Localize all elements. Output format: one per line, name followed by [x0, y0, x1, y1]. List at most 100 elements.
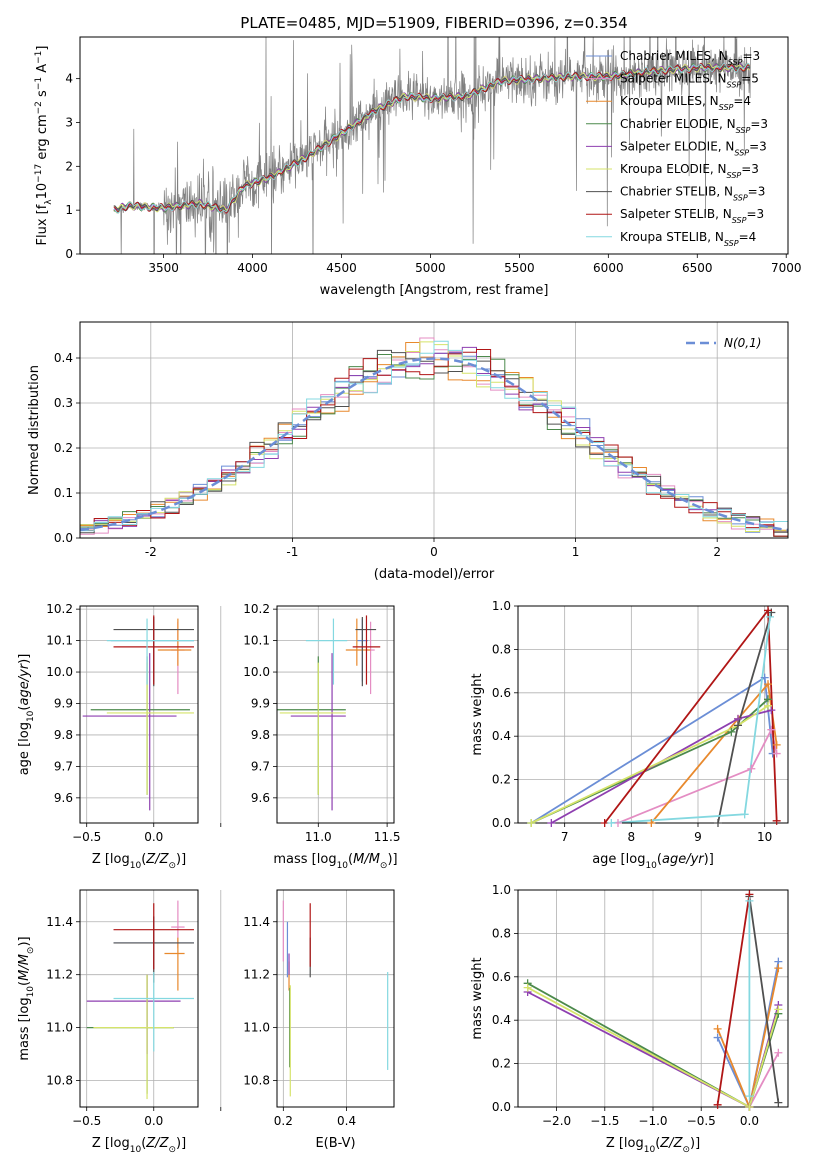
y-tick-label: 0.6: [492, 686, 511, 700]
weight-marker-4: [767, 706, 776, 715]
plot-area-age_vs_mass: [277, 615, 381, 811]
x-tick-label: −1.5: [590, 1114, 619, 1128]
panel-residuals: -2 -1 0 1 2 0.0 0.1 0.2 0.3 0.4 (data-model)/error…: [27, 321, 789, 582]
y-tick-label: 0.6: [492, 970, 511, 984]
x-tick-label: 3500: [148, 261, 179, 275]
y-tick-label: 0.4: [54, 351, 73, 365]
y-axis-label: mass weight: [470, 673, 485, 755]
plot-area-age_vs_Z: [82, 615, 194, 811]
y-tick-label: 10.2: [243, 602, 270, 616]
legend-entry-7: Salpeter STELIB, NSSP=3: [620, 207, 764, 225]
legend-entry-6: Chabrier STELIB, NSSP=3: [620, 185, 765, 203]
x-tick-label: 7000: [771, 261, 802, 275]
x-tick-label: 11.5: [374, 830, 401, 844]
weight-marker-8: [745, 1092, 754, 1101]
y-axis-label: mass weight: [470, 957, 485, 1039]
weight-marker-1: [774, 1048, 783, 1057]
x-tick-label: 0.0: [144, 1114, 163, 1128]
x-tick-label: 0.4: [337, 1114, 356, 1128]
y-tick-label: 0: [65, 247, 73, 261]
y-tick-label: 0.0: [54, 531, 73, 545]
x-tick-label: 1: [572, 545, 580, 559]
y-tick-label: 11.4: [243, 915, 270, 929]
x-axis-label: mass [log10(M/M⊙)]: [273, 852, 397, 871]
y-tick-label: 0.2: [492, 1057, 511, 1071]
y-tick-label: 11.4: [46, 915, 73, 929]
y-tick-label: 11.2: [46, 968, 73, 982]
gaussian-legend-label: N(0,1): [724, 336, 761, 350]
y-tick-label: 4: [65, 72, 73, 86]
x-tick-label: -2: [145, 545, 157, 559]
axes-frame: [276, 605, 395, 824]
x-tick-label: 11.0: [305, 830, 332, 844]
y-tick-label: 11.0: [243, 1021, 270, 1035]
x-tick-label: 10: [757, 830, 772, 844]
x-axis-label: Z [log10(Z/Z⊙)]: [606, 1136, 700, 1155]
y-tick-label: 9.8: [54, 728, 73, 742]
weight-marker-2: [647, 819, 656, 827]
weight-marker-4: [547, 819, 556, 827]
weight-marker-2: [772, 740, 781, 749]
plot-area-mass_vs_Z: [86, 900, 194, 1100]
panel-weight_vs_age: 7 8 9 10 0.0 0.2 0.4 0.6 0.8 1.0 age [log10(age/yr…: [470, 599, 789, 871]
y-tick-label: 0.8: [492, 926, 511, 940]
weight-marker-6: [734, 721, 742, 730]
spectrum-legend: Chabrier MILES, NSSP=3 Salpeter MILES, NS…: [586, 49, 768, 247]
weight-line-3: [530, 698, 769, 823]
y-tick-label: 10.8: [243, 1074, 270, 1088]
x-axis-label: E(B-V): [315, 1136, 355, 1151]
y-tick-label: 3: [65, 115, 73, 129]
x-axis-label: Z [log10(Z/Z⊙)]: [92, 1136, 186, 1155]
weight-marker-3: [727, 727, 736, 736]
weight-line-7: [716, 894, 751, 1105]
x-axis-label: Z [log10(Z/Z⊙)]: [92, 852, 186, 871]
weight-line-2: [716, 967, 780, 1107]
y-tick-label: 0.2: [54, 441, 73, 455]
y-axis-label: mass [log10(M/M⊙)]: [17, 936, 36, 1060]
model-spectrum-8: [113, 62, 751, 214]
x-tick-label: 0.0: [144, 830, 163, 844]
legend-entry-1: Salpeter MILES, NSSP=5: [620, 72, 759, 90]
legend-entry-4: Salpeter ELODIE, NSSP=3: [620, 139, 767, 157]
legend-entry-3: Chabrier ELODIE, NSSP=3: [620, 117, 768, 135]
y-tick-label: 0.4: [492, 729, 511, 743]
plot-area-weight_vs_age: [530, 607, 778, 823]
x-tick-label: −2.0: [542, 1114, 571, 1128]
y-tick-label: 9.9: [251, 696, 270, 710]
weight-marker-2: [764, 680, 772, 689]
y-tick-label: 9.9: [54, 696, 73, 710]
weight-line-0: [530, 676, 774, 823]
y-tick-label: 0.4: [492, 1013, 511, 1027]
y-tick-label: 9.7: [251, 759, 270, 773]
y-tick-label: 10.0: [243, 665, 270, 679]
plot-area-residuals: [80, 337, 788, 537]
x-tick-label: −0.5: [72, 1114, 101, 1128]
residual-histogram-8: [80, 340, 788, 532]
x-tick-label: -1: [286, 545, 298, 559]
axes-frame: [276, 889, 395, 1108]
weight-marker-6: [774, 1098, 783, 1107]
x-tick-label: 6000: [593, 261, 624, 275]
y-tick-label: 10.2: [46, 602, 73, 616]
panel-mass_vs_ebv: 0.2 0.4 10.8 11.0 11.2 11.4 E(B-V): [243, 889, 395, 1151]
y-tick-label: 11.0: [46, 1021, 73, 1035]
y-tick-label: 0.8: [492, 642, 511, 656]
panel-spectrum: 3500 4000 4500 5000 5500 6000 6500 7000 0 1 2 3 4 wav…: [34, 36, 802, 298]
residual-histogram-7: [80, 349, 788, 537]
x-tick-label: 5000: [415, 261, 446, 275]
y-tick-label: 9.7: [54, 759, 73, 773]
panel-age_vs_Z: −0.5 0.0 9.6 9.7 9.8 9.9 10.0 10.1 10.2 Z [log10(…: [17, 602, 222, 871]
x-tick-label: 2: [713, 545, 721, 559]
y-tick-label: 11.2: [243, 968, 270, 982]
weight-marker-1: [747, 764, 756, 773]
weight-marker-2: [774, 964, 783, 973]
legend-entry-0: Chabrier MILES, NSSP=3: [620, 49, 760, 67]
weight-marker-1: [772, 749, 781, 758]
panel-weight_vs_Z: −2.0 −1.5 −1.0 −0.5 0.0 0.0 0.2 0.4 0.6 0.8 1.0 Z […: [470, 883, 789, 1155]
x-tick-label: 6500: [682, 261, 713, 275]
y-axis-label: Normed distribution: [27, 365, 42, 495]
weight-line-5: [527, 986, 780, 1107]
x-tick-label: 9: [694, 830, 702, 844]
axes-frame: [79, 321, 789, 539]
